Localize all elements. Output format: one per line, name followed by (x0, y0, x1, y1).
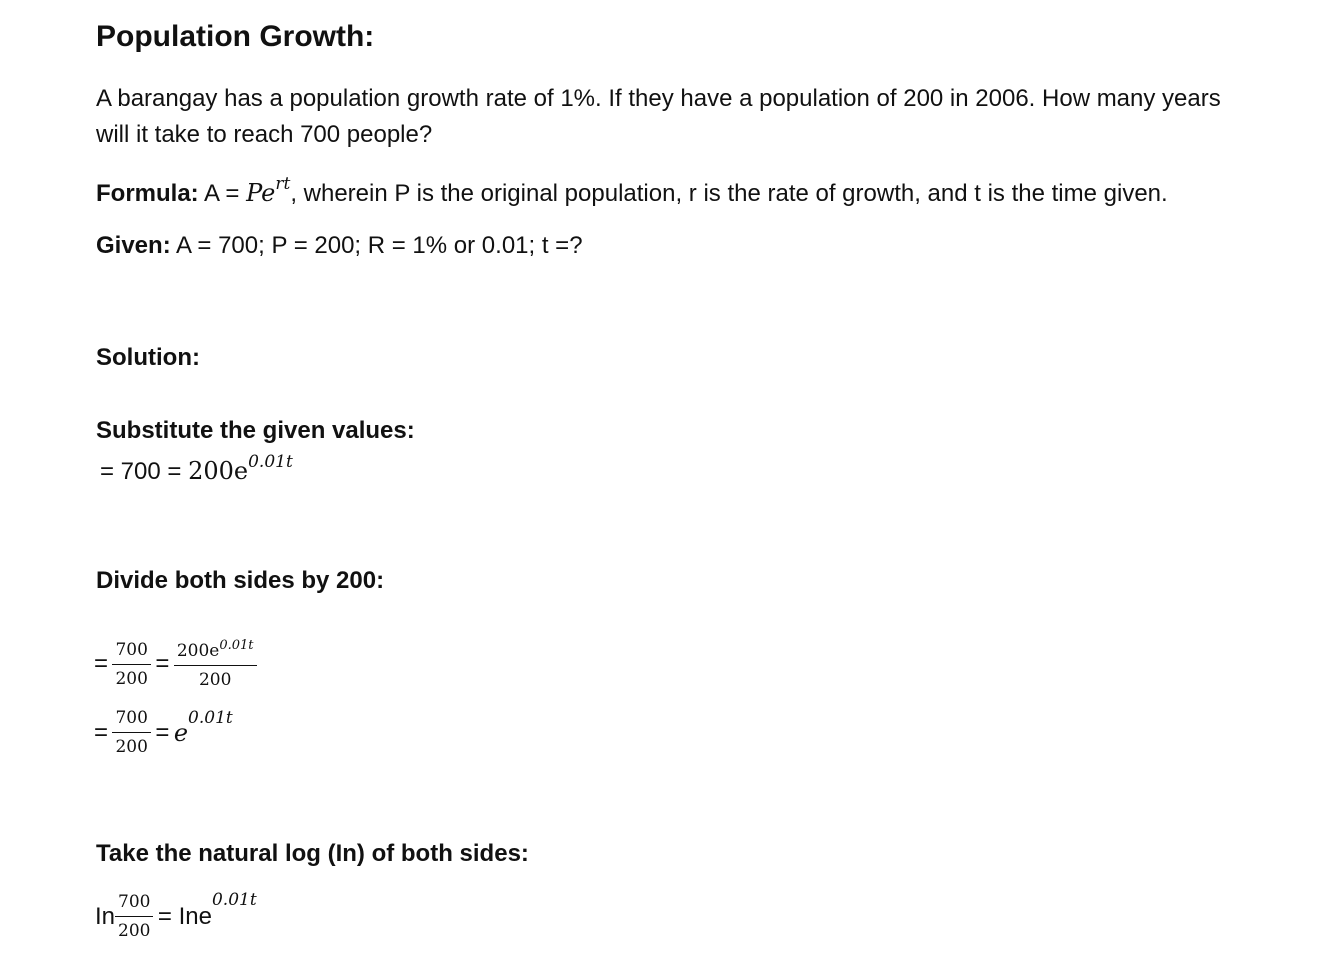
divide-equation-2: = 700 200 = e0.01t (94, 708, 233, 757)
divide1-numerator-right: 200e0.01t (173, 638, 257, 666)
formula-line: Formula: A = Pert, wherein P is the orig… (96, 174, 1168, 208)
given-label: Given: (96, 232, 171, 259)
ln-numerator: 700 (115, 892, 154, 918)
divide2-exponent-text: 0.01t (188, 708, 233, 728)
divide1-eq: = (94, 650, 109, 677)
divide1-num2-exponent: 0.01t (219, 638, 254, 653)
divide2-denominator: 200 (115, 737, 148, 758)
divide1-eq2: = (155, 650, 170, 677)
divide1-denominator-right: 200 (198, 670, 232, 690)
formula-description: , wherein P is the original population, … (290, 180, 1168, 207)
page-title: Population Growth: (96, 20, 375, 53)
substitute-exponent: 0.01t (248, 452, 293, 472)
step-substitute-heading: Substitute the given values: (96, 417, 415, 444)
ln-prefix: In (95, 902, 116, 930)
step-ln-heading: Take the natural log (In) of both sides: (96, 840, 529, 867)
ln-fraction: 700 200 (115, 892, 154, 942)
substitute-lhs: = 700 = (100, 458, 189, 485)
formula-exponent: rt (275, 174, 291, 194)
given-line: Given: A = 700; P = 200; R = 1% or 0.01;… (96, 232, 583, 260)
ln-rhs: = Ine (157, 902, 212, 930)
formula-lhs: A = (204, 180, 247, 207)
problem-statement: A barangay has a population growth rate … (96, 85, 1221, 148)
substitute-base: 200e (188, 457, 249, 485)
given-values: A = 700; P = 200; R = 1% or 0.01; t =? (170, 232, 583, 259)
step-substitute-equation: = 700 = 200e0.01t (100, 452, 293, 486)
ln-denominator: 200 (118, 921, 151, 942)
divide2-fraction: 700 200 (112, 708, 151, 758)
formula-base: Pe (246, 179, 276, 207)
divide2-base: e (173, 718, 189, 747)
step-divide-heading: Divide both sides by 200: (96, 567, 385, 594)
divide2-numerator: 700 (112, 708, 151, 734)
divide-equation-1: = 700 200 = 200e0.01t 200 (94, 638, 257, 690)
formula-label: Formula: (96, 180, 199, 207)
divide1-fraction-left: 700 200 (112, 640, 151, 689)
ln-exponent: 0.01t (211, 890, 257, 910)
divide1-fraction-right: 200e0.01t 200 (173, 638, 257, 690)
divide1-num2-base: 200e (176, 641, 220, 661)
divide2-eq2: = (155, 718, 170, 746)
divide2-exponent: 0.01t (188, 708, 233, 728)
ln-equation: In 700 200 = Ine0.01t (95, 890, 257, 941)
divide1-numerator: 700 (112, 640, 151, 665)
divide2-eq: = (94, 718, 109, 746)
divide1-denominator: 200 (115, 668, 148, 689)
solution-label: Solution: (96, 344, 200, 371)
